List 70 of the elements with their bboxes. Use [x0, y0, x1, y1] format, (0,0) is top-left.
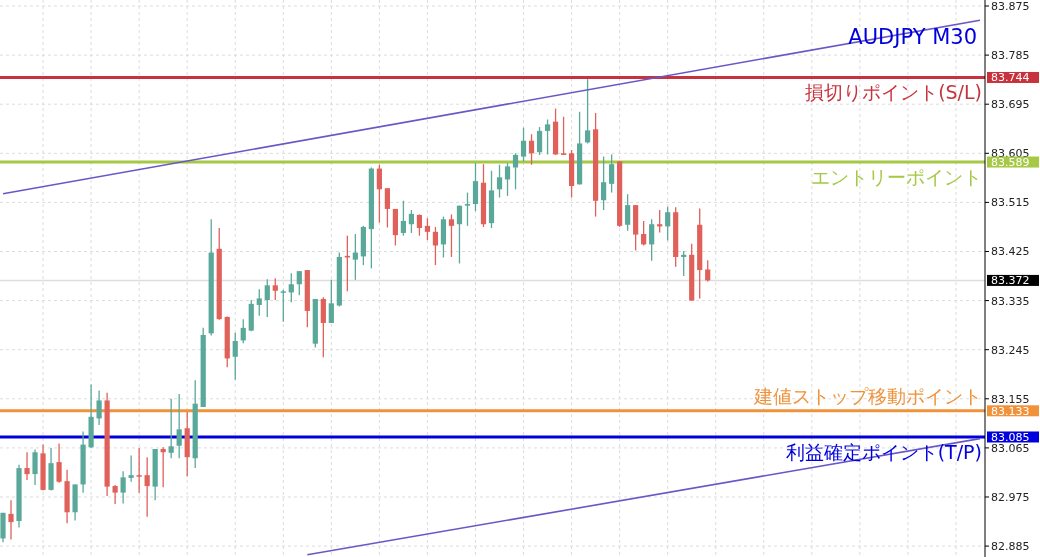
candlestick — [641, 220, 647, 247]
candlestick — [560, 116, 567, 156]
candlestick — [96, 389, 102, 426]
candlestick — [705, 259, 711, 283]
candlestick — [512, 152, 519, 190]
y-tick-label: 83.785 — [991, 49, 1030, 63]
y-tick-label: 82.975 — [991, 490, 1030, 504]
y-tick-label: 83.515 — [991, 196, 1030, 210]
text: 83.372 — [991, 274, 1030, 288]
candlestick — [264, 278, 270, 318]
y-tick-label: 83.245 — [991, 343, 1030, 357]
candlestick — [585, 78, 591, 145]
text: 83.133 — [991, 404, 1030, 418]
candlestick — [432, 226, 439, 266]
candlestick — [649, 218, 655, 262]
candlestick — [464, 191, 471, 227]
candlestick — [528, 133, 535, 166]
text: 83.744 — [991, 71, 1030, 85]
candlestick — [665, 206, 671, 242]
candlestick — [400, 200, 407, 237]
candlestick — [144, 456, 150, 518]
candlestick — [128, 454, 134, 483]
candlestick — [240, 318, 246, 344]
candlestick — [32, 448, 38, 486]
candlestick — [496, 164, 503, 199]
candlestick — [176, 393, 182, 459]
candlestick — [8, 499, 14, 541]
candlestick — [328, 279, 334, 324]
candlestick — [448, 213, 455, 258]
candlestick — [472, 162, 479, 212]
y-tick-label: 83.335 — [991, 294, 1030, 308]
candlestick — [504, 162, 511, 197]
candlestick — [136, 447, 142, 494]
candlestick — [384, 187, 390, 229]
candlestick — [56, 442, 62, 484]
candlestick — [120, 470, 126, 505]
candlestick — [609, 153, 615, 194]
candlestick — [456, 205, 463, 265]
ref-line-label: エントリーポイント — [811, 166, 982, 189]
candlestick — [352, 233, 358, 281]
candlestick — [681, 250, 687, 277]
candlestick — [280, 289, 286, 323]
ref-line-label: 建値ストップ移動ポイント — [753, 384, 982, 407]
candlestick — [272, 277, 278, 301]
candlestick — [520, 127, 527, 163]
candlestick — [232, 332, 238, 381]
y-tick-label: 83.065 — [991, 441, 1030, 455]
text: 83.085 — [991, 430, 1030, 444]
candlestick — [657, 209, 663, 234]
candlestick — [536, 126, 543, 156]
candlestick — [256, 288, 262, 317]
candlestick — [296, 270, 302, 296]
candlestick — [416, 213, 423, 237]
ref-line-label: 損切りポイント(S/L) — [805, 81, 982, 104]
candlestick — [408, 209, 415, 234]
candlestick — [24, 451, 30, 481]
candlestick — [625, 193, 631, 232]
candlestick — [288, 272, 294, 303]
candlestick — [320, 296, 326, 358]
y-tick-label: 83.695 — [991, 98, 1030, 112]
candlestick — [601, 155, 607, 211]
candlestick — [376, 164, 382, 224]
y-tick-label: 82.885 — [991, 540, 1030, 554]
candlestick — [112, 484, 118, 505]
y-tick-label: 83.425 — [991, 245, 1030, 259]
y-tick-label: 83.875 — [991, 0, 1030, 13]
candlestick — [544, 118, 551, 156]
candlestick — [424, 217, 431, 241]
candlestick — [168, 398, 174, 459]
y-tick-label: 83.155 — [991, 392, 1030, 406]
